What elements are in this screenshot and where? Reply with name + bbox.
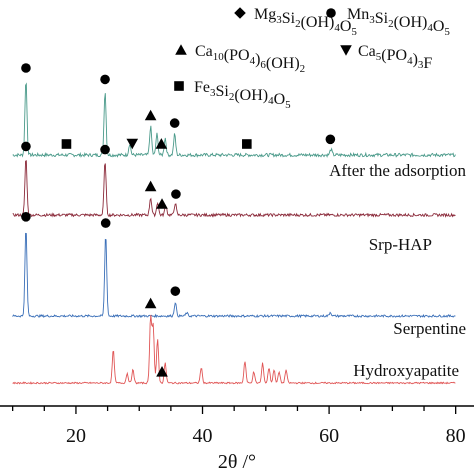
series-2-marker-3	[144, 180, 157, 192]
series-2-marker-5	[171, 189, 181, 199]
series-1-marker-3	[61, 139, 72, 149]
series-2-marker-4	[156, 198, 168, 209]
series-2-marker-2	[100, 144, 110, 155]
series-line-4	[12, 314, 456, 385]
series-line-3	[12, 232, 456, 319]
series-1-marker-6	[155, 138, 168, 149]
x-tick-label-20: 20	[66, 425, 86, 447]
series-1-marker-5	[144, 109, 157, 121]
series-2-marker-1	[21, 141, 31, 152]
x-tick-label-40: 40	[193, 425, 213, 447]
legend-marker-1	[234, 7, 246, 19]
series-label-1: After the adsorption	[329, 161, 466, 180]
legend-label-4: Ca5(PO4)3F	[358, 43, 432, 72]
series-line-1	[12, 82, 456, 158]
series-3-marker-3	[170, 286, 181, 296]
series-line-2	[12, 160, 456, 218]
legend-marker-2	[326, 8, 336, 18]
legend-label-5: Fe3Si2(OH)4O5	[194, 79, 291, 111]
series-4-marker-1	[144, 297, 157, 309]
series-1-marker-1	[21, 63, 31, 73]
series-1-marker-8	[242, 139, 252, 149]
legend-label-3: Ca10(PO4)6(OH)2	[195, 43, 305, 75]
series-3-marker-2	[100, 218, 111, 228]
series-1-marker-9	[325, 134, 336, 145]
x-axis: 20 40 60 80 2θ /°	[0, 405, 474, 473]
series-4-marker-2	[156, 366, 168, 377]
x-tick-label-60: 60	[319, 425, 339, 447]
legend-marker-3	[175, 44, 187, 55]
legend-label-1: Mg3Si2(OH)4O5	[254, 6, 357, 38]
series-1-marker-7	[169, 118, 180, 128]
series-label-2: Srp-HAP	[369, 235, 432, 254]
series-3-marker-1	[21, 212, 31, 222]
series-labels: After the adsorption Srp-HAP Serpentine Hyd…	[329, 161, 466, 380]
x-axis-label: 2θ /°	[218, 451, 256, 473]
series-label-4: Hydroxyapatite	[353, 361, 459, 380]
plot-lines	[12, 82, 456, 385]
legend-label-2: Mn3Si2(OH)4O5	[347, 6, 450, 38]
legend-marker-4	[340, 45, 352, 56]
series-1-marker-4	[126, 138, 139, 150]
legend-marker-5	[174, 81, 184, 91]
plot-markers	[21, 63, 336, 377]
series-1-marker-2	[100, 74, 110, 85]
x-tick-label-80: 80	[446, 425, 466, 447]
series-label-3: Serpentine	[393, 319, 466, 338]
